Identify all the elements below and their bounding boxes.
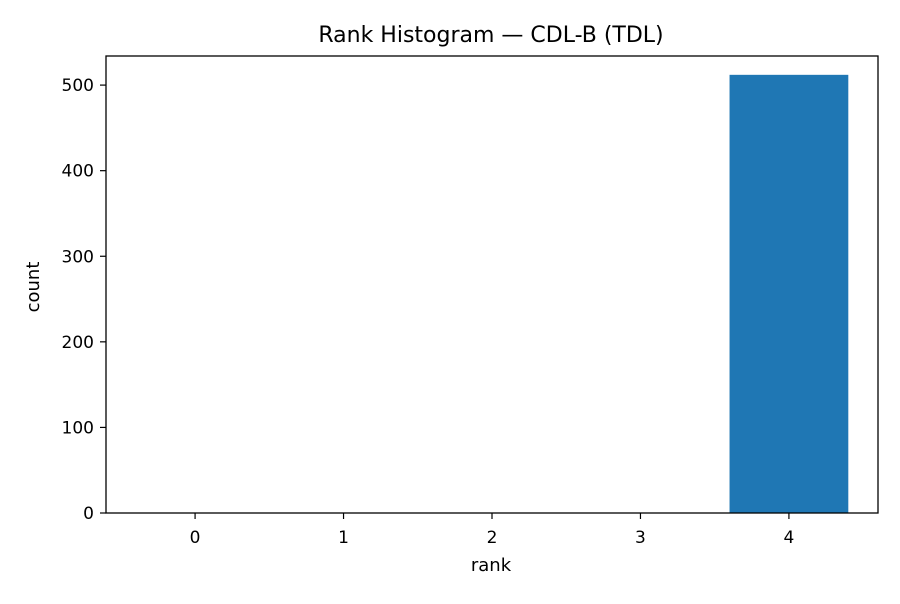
x-ticks-layer: 0 1 2 3 4 [190, 513, 795, 548]
y-tick-label-100: 100 [62, 418, 94, 438]
y-tick-label-400: 400 [62, 162, 94, 182]
plot-area-frame [105, 55, 879, 514]
y-tick-label-200: 200 [62, 333, 94, 353]
bar-rank-4 [729, 74, 849, 514]
x-tick-label-0: 0 [190, 528, 201, 548]
x-tick-label-2: 2 [487, 528, 498, 548]
x-tick-label-3: 3 [635, 528, 646, 548]
x-axis-label: rank [471, 555, 512, 576]
y-ticks-layer: 0 100 200 300 400 500 [62, 76, 106, 524]
y-tick-label-500: 500 [62, 76, 94, 96]
bars-layer [729, 74, 849, 514]
chart-title: Rank Histogram — CDL-B (TDL) [318, 23, 663, 48]
x-tick-label-1: 1 [338, 528, 349, 548]
y-tick-label-300: 300 [62, 247, 94, 267]
y-axis-label: count [23, 262, 44, 313]
x-tick-label-4: 4 [784, 528, 795, 548]
y-tick-label-0: 0 [83, 504, 94, 524]
